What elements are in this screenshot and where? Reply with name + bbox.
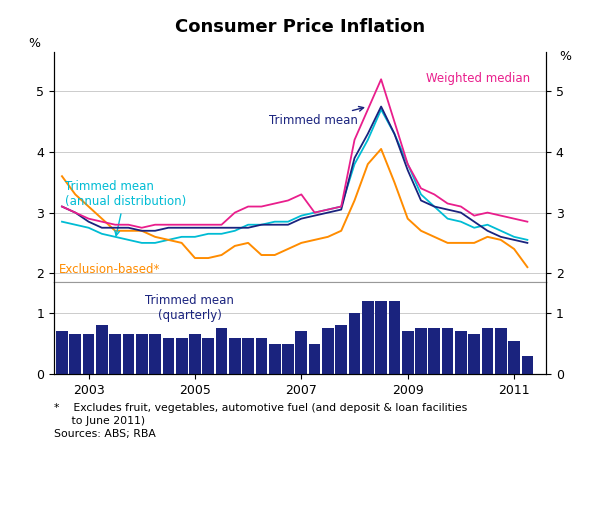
Text: *    Excludes fruit, vegetables, automotive fuel (and deposit & loan facilities
: * Excludes fruit, vegetables, automotive… xyxy=(54,403,467,439)
Y-axis label: %: % xyxy=(28,37,40,50)
Bar xyxy=(149,334,161,374)
Bar xyxy=(109,334,121,374)
Bar xyxy=(176,337,188,374)
Bar xyxy=(202,337,214,374)
Text: Trimmed mean: Trimmed mean xyxy=(269,107,364,127)
Bar xyxy=(415,328,427,374)
Bar xyxy=(455,331,467,374)
Text: Consumer Price Inflation: Consumer Price Inflation xyxy=(175,18,425,36)
Bar xyxy=(495,328,506,374)
Bar xyxy=(256,337,267,374)
Bar xyxy=(469,334,480,374)
Bar xyxy=(349,313,361,374)
Bar xyxy=(189,334,201,374)
Bar xyxy=(442,328,454,374)
Bar xyxy=(122,334,134,374)
Bar xyxy=(242,337,254,374)
Bar xyxy=(96,326,108,374)
Bar xyxy=(428,328,440,374)
Bar xyxy=(362,301,374,374)
Bar xyxy=(482,328,493,374)
Bar xyxy=(521,356,533,374)
Y-axis label: %: % xyxy=(560,50,572,63)
Bar xyxy=(229,337,241,374)
Bar xyxy=(136,334,148,374)
Bar xyxy=(389,301,400,374)
Text: Trimmed mean
(quarterly): Trimmed mean (quarterly) xyxy=(145,294,234,322)
Bar xyxy=(70,334,81,374)
Bar xyxy=(163,337,174,374)
Bar xyxy=(322,328,334,374)
Bar xyxy=(402,331,413,374)
Bar xyxy=(56,331,68,374)
Bar xyxy=(375,301,387,374)
Text: Weighted median: Weighted median xyxy=(427,72,530,85)
Bar xyxy=(269,344,281,374)
Text: Exclusion-based*: Exclusion-based* xyxy=(59,263,161,276)
Text: Trimmed mean
(annual distribution): Trimmed mean (annual distribution) xyxy=(65,180,186,236)
Bar xyxy=(335,326,347,374)
Bar xyxy=(309,344,320,374)
Bar xyxy=(83,334,94,374)
Bar xyxy=(508,341,520,374)
Bar xyxy=(282,344,294,374)
Bar xyxy=(215,328,227,374)
Bar xyxy=(295,331,307,374)
